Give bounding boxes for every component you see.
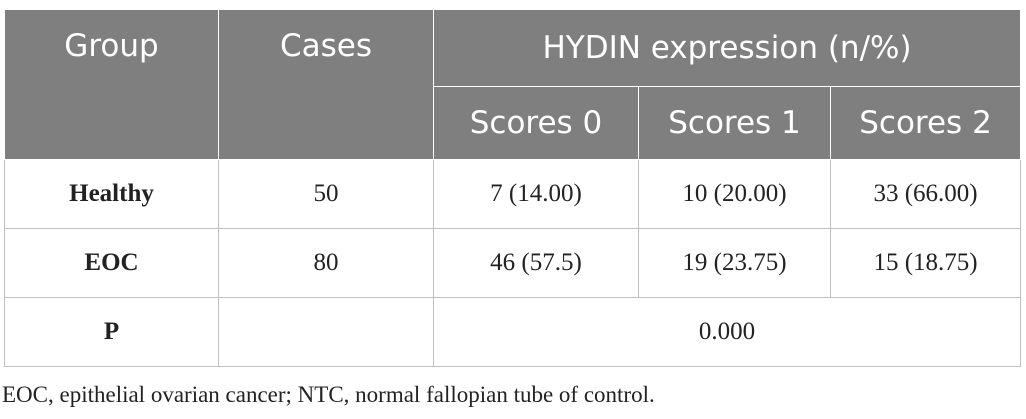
row-score-0: 7 (14.00) bbox=[433, 159, 639, 229]
row-group-label: Healthy bbox=[4, 159, 219, 229]
row-cases: 80 bbox=[218, 228, 434, 298]
header-group: Group bbox=[4, 9, 219, 160]
row-score-2: 15 (18.75) bbox=[829, 228, 1022, 298]
row-score-0: 46 (57.5) bbox=[433, 228, 639, 298]
table-row: EOC 80 46 (57.5) 19 (23.75) 15 (18.75) bbox=[4, 228, 1022, 298]
row-score-2: 33 (66.00) bbox=[829, 159, 1022, 229]
header-scores-2: Scores 2 bbox=[829, 86, 1022, 160]
row-score-1: 19 (23.75) bbox=[638, 228, 831, 298]
header-hydin-expression: HYDIN expression (n/%) bbox=[432, 9, 1022, 87]
p-cases-empty bbox=[218, 297, 434, 367]
hydin-expression-table: Group Cases HYDIN expression (n/%) Score… bbox=[4, 9, 1022, 367]
table-header: Group Cases HYDIN expression (n/%) Score… bbox=[4, 9, 1022, 160]
row-group-label: EOC bbox=[4, 228, 219, 298]
header-scores-0: Scores 0 bbox=[433, 86, 639, 160]
header-scores-1: Scores 1 bbox=[638, 86, 831, 160]
row-cases: 50 bbox=[218, 159, 434, 229]
p-label: P bbox=[4, 297, 219, 367]
table-footnote: EOC, epithelial ovarian cancer; NTC, nor… bbox=[2, 382, 655, 407]
p-value-row: P 0.000 bbox=[4, 297, 1022, 367]
header-row-2: Scores 0 Scores 1 Scores 2 bbox=[5, 86, 1022, 160]
data-table-container: Group Cases HYDIN expression (n/%) Score… bbox=[4, 9, 1022, 367]
header-cases: Cases bbox=[218, 9, 434, 160]
table-row: Healthy 50 7 (14.00) 10 (20.00) 33 (66.0… bbox=[4, 159, 1022, 229]
header-row-1: Group Cases HYDIN expression (n/%) bbox=[4, 9, 1022, 160]
row-score-1: 10 (20.00) bbox=[638, 159, 831, 229]
table-body: Healthy 50 7 (14.00) 10 (20.00) 33 (66.0… bbox=[4, 159, 1022, 367]
p-value: 0.000 bbox=[432, 297, 1022, 367]
